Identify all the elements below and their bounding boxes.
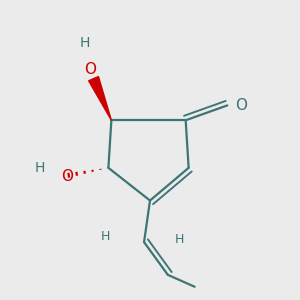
Text: H: H xyxy=(101,230,110,243)
Text: O: O xyxy=(235,98,247,113)
Text: O: O xyxy=(61,169,73,184)
Text: O: O xyxy=(85,62,97,77)
Text: H: H xyxy=(175,233,184,246)
Text: H: H xyxy=(80,36,90,50)
Polygon shape xyxy=(88,76,111,120)
Text: H: H xyxy=(35,161,45,175)
